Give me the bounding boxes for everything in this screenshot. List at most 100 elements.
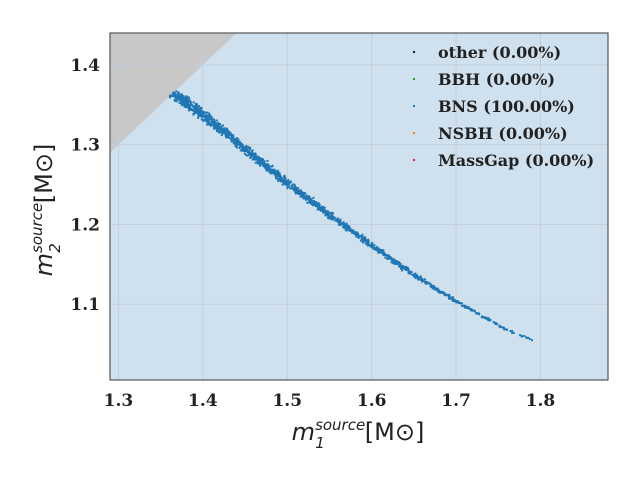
data-point: [207, 121, 210, 124]
data-point: [326, 212, 329, 215]
x-tick-label: 1.8: [526, 391, 556, 411]
data-point: [228, 133, 231, 136]
data-point: [178, 93, 181, 96]
data-point: [197, 116, 200, 119]
data-point: [249, 152, 252, 155]
data-point: [407, 269, 410, 272]
data-point: [366, 242, 369, 245]
data-point: [404, 268, 407, 271]
data-point: [177, 93, 180, 96]
data-point: [231, 137, 234, 140]
data-point: [300, 195, 303, 198]
legend-label: NSBH (0.00%): [438, 124, 568, 143]
data-point: [306, 201, 309, 204]
data-point: [266, 165, 269, 168]
data-point: [225, 135, 228, 138]
data-point: [406, 266, 409, 269]
data-point: [252, 158, 255, 161]
data-point: [310, 198, 313, 201]
data-point: [220, 134, 223, 137]
data-point: [228, 136, 231, 139]
data-point: [300, 193, 303, 196]
data-point: [288, 181, 291, 184]
data-point: [180, 101, 183, 104]
data-point: [300, 191, 303, 194]
data-point: [327, 210, 330, 213]
data-point: [277, 172, 280, 175]
data-point: [223, 130, 226, 133]
data-point: [213, 126, 216, 129]
data-point: [243, 152, 246, 155]
data-point: [209, 117, 212, 120]
data-point: [186, 96, 189, 99]
data-point: [253, 156, 256, 159]
data-point: [421, 279, 424, 282]
data-point: [380, 251, 383, 254]
data-point: [397, 261, 400, 264]
data-point: [424, 281, 427, 284]
data-point: [354, 234, 357, 237]
data-point: [273, 170, 276, 173]
data-point: [286, 185, 289, 188]
data-point: [224, 132, 227, 135]
data-point: [330, 211, 333, 214]
data-point: [212, 120, 215, 123]
data-point: [342, 226, 345, 229]
data-point: [266, 169, 269, 172]
data-point: [384, 254, 387, 257]
data-point: [205, 123, 208, 126]
data-point: [494, 322, 497, 325]
data-point: [177, 91, 180, 94]
data-point: [232, 134, 235, 137]
data-point: [331, 213, 334, 216]
data-point: [422, 279, 425, 282]
data-point: [290, 184, 293, 187]
x-axis-label-base: m: [292, 418, 315, 446]
data-point: [185, 95, 188, 98]
data-point: [405, 268, 408, 271]
data-point: [387, 254, 390, 257]
data-point: [245, 153, 248, 156]
data-point: [247, 152, 250, 155]
data-point: [527, 336, 530, 339]
data-point: [240, 143, 243, 146]
data-point: [315, 202, 318, 205]
data-point: [205, 120, 208, 123]
data-point: [224, 129, 227, 132]
data-point: [386, 254, 389, 257]
data-point: [317, 206, 320, 209]
data-point: [362, 239, 365, 242]
data-point: [184, 97, 187, 100]
data-point: [294, 188, 297, 191]
data-point: [438, 289, 441, 292]
data-point: [199, 111, 202, 114]
y-tick-label: 1.4: [70, 56, 100, 76]
data-point: [466, 306, 469, 309]
data-point: [375, 247, 378, 250]
data-point: [215, 119, 218, 122]
data-point: [518, 334, 521, 337]
data-point: [274, 175, 277, 178]
data-point: [387, 256, 390, 259]
data-point: [386, 257, 389, 260]
data-point: [181, 96, 184, 99]
data-point: [279, 179, 282, 182]
data-point: [261, 161, 264, 164]
data-point: [196, 103, 199, 106]
data-point: [286, 180, 289, 183]
data-point: [241, 148, 244, 151]
data-point: [254, 158, 257, 161]
data-point: [233, 138, 236, 141]
data-point: [217, 125, 220, 128]
data-point: [292, 188, 295, 191]
data-point: [370, 245, 373, 248]
data-point: [207, 123, 210, 126]
data-point: [261, 158, 264, 161]
data-point: [188, 101, 191, 104]
data-point: [188, 107, 191, 110]
data-point: [296, 189, 299, 192]
data-point: [455, 301, 458, 304]
data-point: [202, 112, 205, 115]
data-point: [318, 206, 321, 209]
